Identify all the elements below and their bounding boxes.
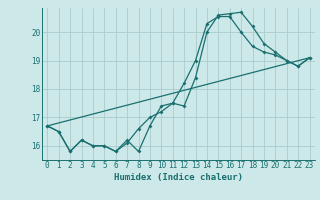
X-axis label: Humidex (Indice chaleur): Humidex (Indice chaleur): [114, 173, 243, 182]
